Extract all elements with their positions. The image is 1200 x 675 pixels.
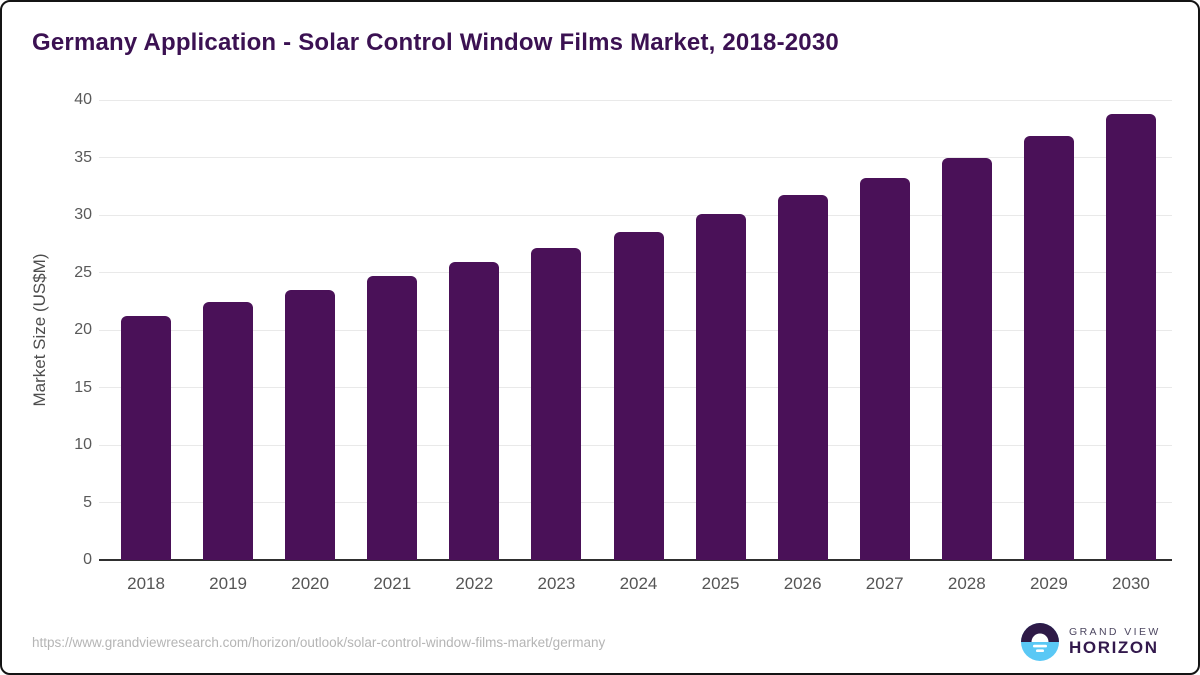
bar-2028 [941, 157, 992, 560]
gridline [99, 99, 1172, 101]
x-axis-line [99, 559, 1172, 561]
x-axis-tick-label: 2025 [701, 574, 740, 593]
x-axis-tick-label: 2028 [947, 574, 986, 593]
grandview-horizon-logo: GRAND VIEW HORIZON [1020, 622, 1161, 662]
bar-2025 [695, 213, 746, 560]
bar-2030 [1105, 113, 1156, 560]
y-axis-tick-label: 30 [74, 206, 92, 223]
sunrise-horizon-icon [1021, 623, 1059, 661]
x-axis-tick-label: 2027 [865, 574, 904, 593]
x-axis-tick-label: 2026 [783, 574, 822, 593]
bar-2023 [531, 248, 582, 560]
x-axis-tick-label: 2019 [209, 574, 247, 593]
logo-wordmark: GRAND VIEW HORIZON [1069, 626, 1161, 658]
bar-2029 [1023, 135, 1074, 560]
bar-2027 [859, 178, 910, 560]
logo-brand-top: GRAND VIEW [1069, 626, 1161, 639]
source-url: https://www.grandviewresearch.com/horizo… [32, 635, 606, 650]
y-axis-tick-label: 10 [74, 436, 92, 453]
y-axis-tick-label: 15 [74, 378, 92, 396]
gridline [99, 214, 1172, 216]
y-axis-tick-label: 35 [74, 148, 92, 166]
bar-2022 [449, 262, 500, 560]
bar-2019 [203, 302, 254, 560]
bar-2018 [121, 316, 172, 560]
bar-2024 [613, 232, 664, 560]
x-axis-tick-label: 2022 [455, 574, 494, 593]
chart-title: Germany Application - Solar Control Wind… [32, 29, 839, 56]
x-axis-tick-label: 2024 [619, 574, 658, 593]
y-axis-tick-label: 0 [83, 551, 92, 568]
x-axis-tick-label: 2020 [291, 574, 330, 593]
y-axis-tick-label: 5 [83, 493, 92, 511]
x-axis-tick-label: 2030 [1112, 574, 1150, 593]
x-axis-tick-label: 2023 [537, 574, 576, 593]
y-axis-tick-label: 25 [74, 263, 92, 281]
logo-brand-bottom: HORIZON [1069, 638, 1159, 658]
y-axis-tick-label: 20 [74, 321, 92, 338]
x-axis-tick-label: 2021 [373, 574, 412, 593]
y-axis-tick-label: 40 [74, 91, 92, 108]
bar-2026 [777, 195, 828, 560]
bar-2021 [367, 275, 418, 560]
x-axis-tick-label: 2018 [127, 574, 165, 593]
bar-2020 [285, 289, 336, 560]
x-axis-tick-label: 2029 [1029, 574, 1068, 593]
gridline [99, 157, 1172, 158]
